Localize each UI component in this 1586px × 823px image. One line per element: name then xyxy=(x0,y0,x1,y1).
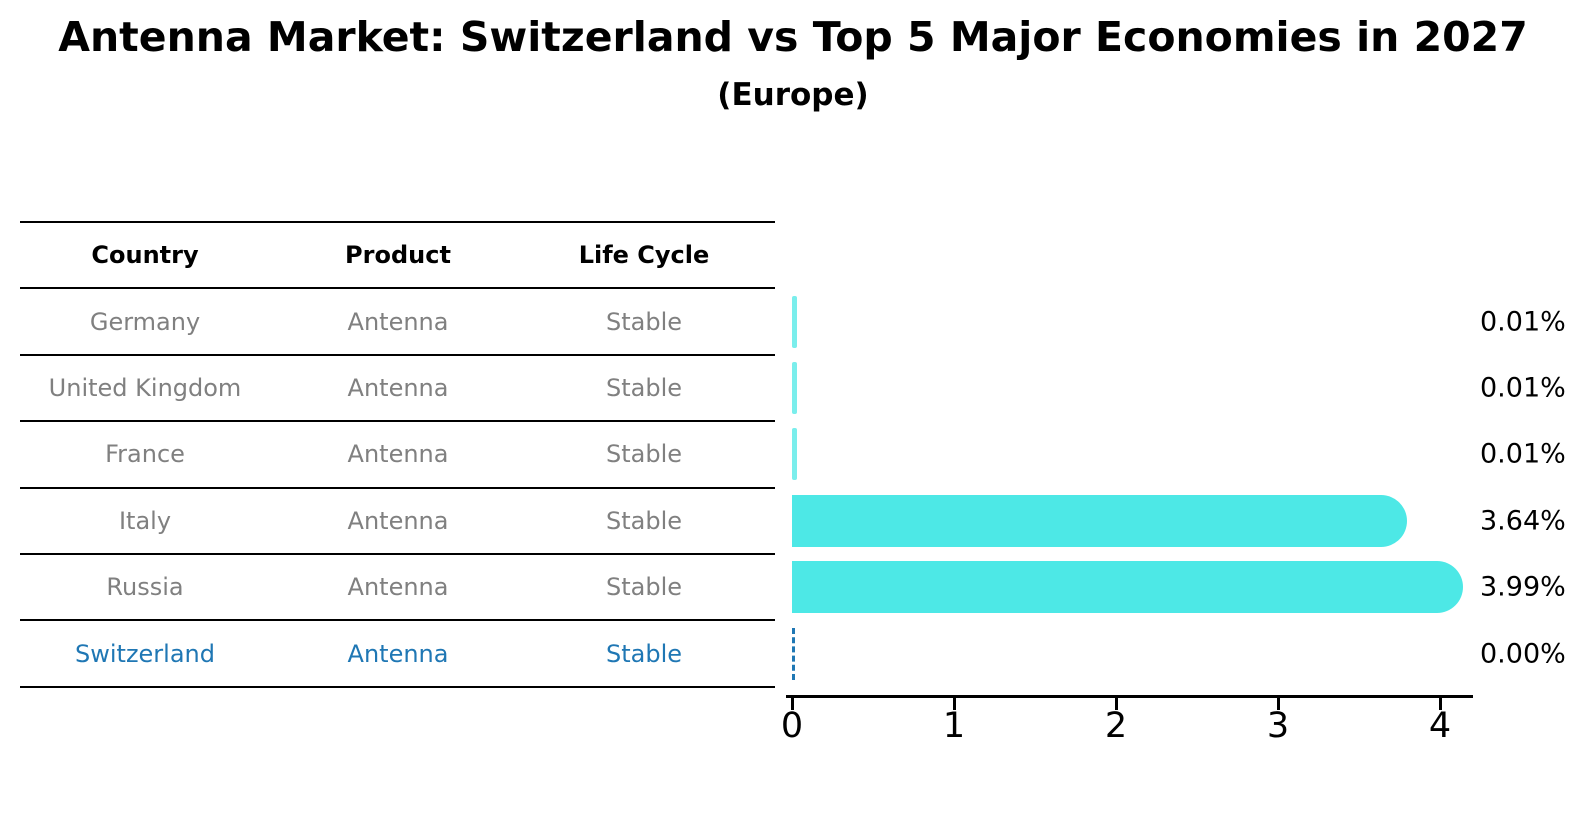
x-tick-mark xyxy=(791,698,794,710)
x-axis-spine xyxy=(786,695,1473,698)
x-tick-label: 2 xyxy=(1104,706,1128,746)
value-bar-small xyxy=(792,295,797,348)
table-row-5-cell-0: Switzerland xyxy=(75,639,215,668)
table-divider-line xyxy=(20,353,775,356)
table-row-4-cell-0: Russia xyxy=(106,573,184,602)
table-row-3-cell-2: Stable xyxy=(605,506,683,535)
table-divider-line xyxy=(20,619,775,622)
percent-label: 0.01% xyxy=(1480,306,1566,338)
percent-label: 3.99% xyxy=(1480,571,1566,603)
percent-label: 0.00% xyxy=(1480,638,1566,670)
table-row-0-cell-0: Germany xyxy=(89,307,201,336)
table-row-3-cell-0: Italy xyxy=(118,506,172,535)
value-bar-small xyxy=(792,428,797,481)
x-tick-mark xyxy=(953,698,956,710)
table-divider-line xyxy=(20,221,775,223)
percent-label: 3.64% xyxy=(1480,505,1566,537)
value-bar xyxy=(792,494,1407,547)
value-bar-small xyxy=(792,362,797,414)
chart-subtitle: (Europe) xyxy=(717,77,869,113)
chart-title: Antenna Market: Switzerland vs Top 5 Maj… xyxy=(58,13,1528,61)
table-row-1-cell-1: Antenna xyxy=(347,374,449,402)
highlight-zero-dashed-line xyxy=(792,627,795,680)
table-row-2-cell-2: Stable xyxy=(605,440,683,469)
table-row-3-cell-1: Antenna xyxy=(347,506,449,535)
x-tick-mark xyxy=(1439,698,1442,710)
table-row-4-cell-1: Antenna xyxy=(347,573,449,602)
table-divider-line xyxy=(20,685,775,688)
table-row-4-cell-2: Stable xyxy=(605,573,683,602)
table-divider-line xyxy=(20,287,775,290)
table-header-life-cycle: Life Cycle xyxy=(578,241,710,270)
table-row-5-cell-1: Antenna xyxy=(347,639,449,668)
table-row-0-cell-1: Antenna xyxy=(347,307,449,336)
percent-label: 0.01% xyxy=(1480,372,1566,404)
x-tick-mark xyxy=(1277,698,1280,710)
table-row-1-cell-0: United Kingdom xyxy=(48,374,242,402)
table-row-5-cell-2: Stable xyxy=(605,639,683,668)
x-tick-label: 1 xyxy=(942,706,966,746)
table-divider-line xyxy=(20,420,775,423)
x-tick-label: 3 xyxy=(1266,706,1290,746)
x-tick-label: 0 xyxy=(780,706,804,746)
table-header-country: Country xyxy=(91,241,199,270)
x-tick-mark xyxy=(1115,698,1118,710)
x-tick-label: 4 xyxy=(1428,706,1452,746)
table-header-product: Product xyxy=(345,241,451,270)
table-row-2-cell-0: France xyxy=(105,440,185,469)
table-divider-line xyxy=(20,553,775,555)
percent-label: 0.01% xyxy=(1480,438,1566,470)
value-bar xyxy=(792,561,1464,614)
table-row-1-cell-2: Stable xyxy=(605,374,683,402)
table-row-2-cell-1: Antenna xyxy=(347,440,449,469)
table-row-0-cell-2: Stable xyxy=(605,307,683,336)
table-divider-line xyxy=(20,486,775,489)
